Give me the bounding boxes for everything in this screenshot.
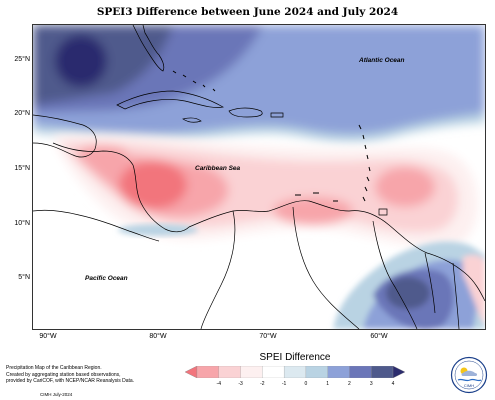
positive-anomaly-panama: [118, 224, 198, 236]
legend-swatch: [283, 366, 307, 378]
lon-tick-80w: 80°W: [149, 333, 167, 340]
date-stamp: CIMH July-2024: [40, 392, 73, 397]
logo-text: CIMH: [464, 383, 474, 388]
map-title: SPEI3 Difference between June 2024 and J…: [96, 6, 399, 18]
lon-tick-60w: 60°W: [370, 333, 388, 340]
legend-extend-high: [392, 366, 405, 378]
credit-line: Precipitation Map of the Caribbean Regio…: [6, 365, 102, 371]
color-legend: [185, 366, 405, 378]
legend-tick-label: -4: [216, 381, 221, 387]
lat-tick-10n: 10°N: [14, 220, 30, 227]
legend-swatch: [196, 366, 220, 378]
legend-swatch: [371, 366, 394, 378]
lat-tick-15n: 15°N: [14, 165, 30, 172]
legend-swatch: [327, 366, 350, 378]
pacific-ocean-label: Pacific Ocean: [85, 275, 128, 282]
map-panel: Atlantic Ocean Caribbean Sea Pacific Oce…: [32, 24, 486, 330]
legend-tick-label: -1: [281, 381, 287, 387]
legend-tick-label: -3: [238, 381, 243, 387]
legend-swatch: [240, 366, 263, 378]
wave-icon: [457, 378, 482, 382]
legend-title: SPEI Difference: [259, 352, 331, 363]
map-credit: Precipitation Map of the Caribbean Regio…: [6, 365, 156, 385]
legend-tick-label: 4: [391, 381, 395, 387]
legend-tick-label: 0: [304, 381, 308, 387]
legend-swatch: [262, 366, 285, 378]
legend-swatch: [305, 366, 329, 378]
negative-anomaly-caribbean: [53, 133, 478, 248]
cloud-icon: [461, 370, 478, 376]
atlantic-ocean-label: Atlantic Ocean: [359, 57, 405, 64]
legend-extend-low: [185, 366, 198, 378]
legend-tick-label: -2: [260, 381, 265, 387]
legend-tick-label: 2: [348, 381, 351, 387]
legend-swatch: [218, 366, 242, 378]
lon-tick-90w: 90°W: [39, 333, 57, 340]
lat-tick-20n: 20°N: [14, 110, 30, 117]
credit-line: Created by aggregating station based obs…: [6, 371, 121, 378]
lat-tick-5n: 5°N: [18, 274, 30, 281]
lon-tick-70w: 70°W: [259, 333, 277, 340]
credit-line: provided by CariCOF, with NCEP/NCAR Rean…: [6, 378, 135, 384]
coastlines: [33, 25, 485, 329]
legend-swatch: [349, 366, 372, 378]
caribbean-sea-label: Caribbean Sea: [195, 165, 241, 172]
legend-tick-label: 3: [369, 381, 373, 387]
cimh-logo: CIMH: [450, 356, 488, 394]
legend-tick-label: 1: [326, 381, 330, 387]
positive-anomaly-north: [33, 25, 485, 144]
lat-tick-25n: 25°N: [14, 56, 30, 63]
spei-map: [33, 25, 485, 329]
